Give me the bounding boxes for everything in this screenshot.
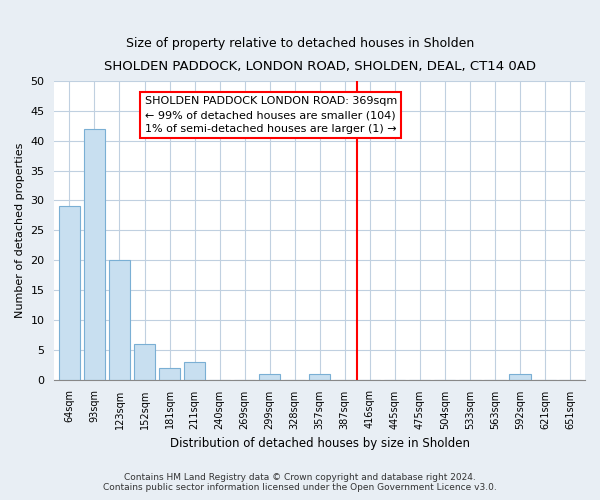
Bar: [184, 362, 205, 380]
Bar: [59, 206, 80, 380]
Bar: [84, 129, 105, 380]
Bar: [509, 374, 530, 380]
Bar: [134, 344, 155, 380]
Bar: [309, 374, 331, 380]
Bar: [159, 368, 180, 380]
X-axis label: Distribution of detached houses by size in Sholden: Distribution of detached houses by size …: [170, 437, 470, 450]
Y-axis label: Number of detached properties: Number of detached properties: [15, 142, 25, 318]
Bar: [259, 374, 280, 380]
Title: SHOLDEN PADDOCK, LONDON ROAD, SHOLDEN, DEAL, CT14 0AD: SHOLDEN PADDOCK, LONDON ROAD, SHOLDEN, D…: [104, 60, 536, 73]
Text: SHOLDEN PADDOCK LONDON ROAD: 369sqm
← 99% of detached houses are smaller (104)
1: SHOLDEN PADDOCK LONDON ROAD: 369sqm ← 99…: [145, 96, 397, 134]
Bar: [109, 260, 130, 380]
Text: Contains HM Land Registry data © Crown copyright and database right 2024.
Contai: Contains HM Land Registry data © Crown c…: [103, 473, 497, 492]
Text: Size of property relative to detached houses in Sholden: Size of property relative to detached ho…: [126, 38, 474, 51]
